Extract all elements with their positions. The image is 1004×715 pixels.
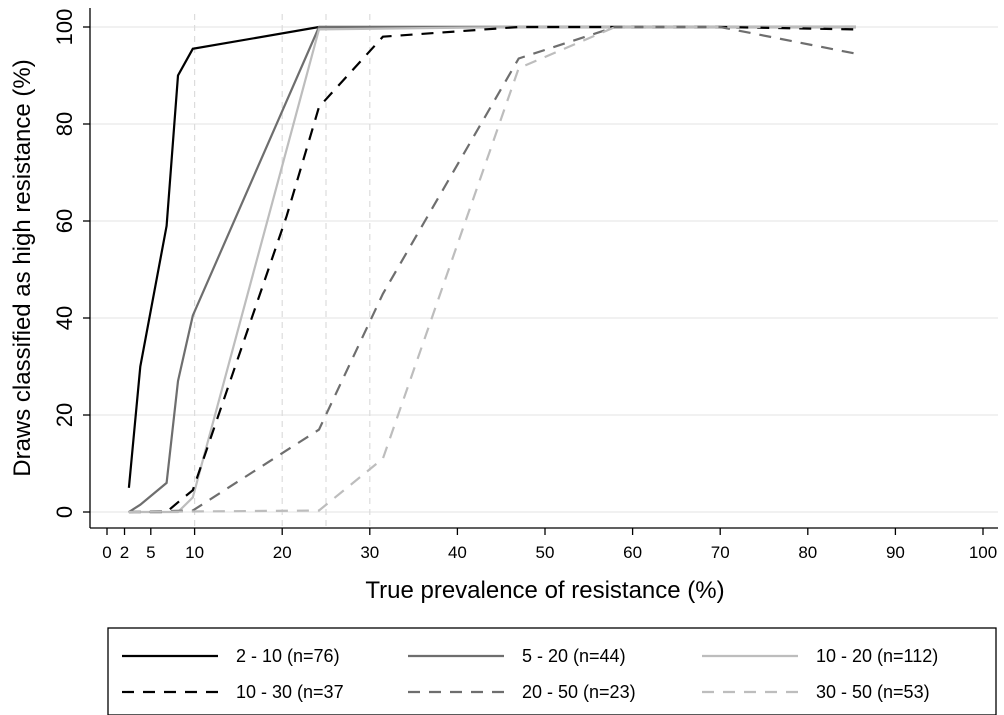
- y-tick-label-80: 80: [52, 112, 77, 136]
- series-lines: [127, 25, 857, 514]
- legend-box: [107, 627, 997, 715]
- series-line-3: [128, 25, 856, 514]
- reference-lines: [194, 14, 371, 528]
- series-line-5: [128, 25, 857, 514]
- x-tick-label-2: 2: [120, 543, 129, 562]
- legend-label-2: 5 - 20 (n=44): [522, 646, 626, 666]
- y-tick-label-100: 100: [52, 9, 77, 46]
- grid-lines: [90, 26, 998, 513]
- series-line-2: [128, 25, 856, 513]
- x-tick-label-5: 5: [146, 543, 155, 562]
- legend-label-6: 30 - 50 (n=53): [816, 682, 930, 702]
- legend-label-3: 10 - 20 (n=112): [816, 646, 938, 666]
- series-line-4: [128, 25, 857, 514]
- x-tick-label-90: 90: [886, 543, 905, 562]
- legend-label-5: 20 - 50 (n=23): [522, 682, 636, 702]
- x-tick-label-100: 100: [969, 543, 997, 562]
- y-axis-title: Draws classified as high resistance (%): [9, 59, 36, 476]
- x-axis-title: True prevalence of resistance (%): [365, 577, 724, 604]
- y-tick-label-0: 0: [52, 506, 77, 518]
- x-tick-label-40: 40: [448, 543, 467, 562]
- x-tick-label-60: 60: [623, 543, 642, 562]
- x-tick-label-50: 50: [536, 543, 555, 562]
- series-line-6: [128, 25, 856, 514]
- x-tick-label-70: 70: [711, 543, 730, 562]
- y-tick-label-40: 40: [52, 306, 77, 330]
- x-tick-label-0: 0: [102, 543, 111, 562]
- x-tick-label-80: 80: [798, 543, 817, 562]
- y-tick-label-60: 60: [52, 209, 77, 233]
- legend-label-1: 2 - 10 (n=76): [236, 646, 340, 666]
- y-tick-label-20: 20: [52, 403, 77, 427]
- legend: 2 - 10 (n=76) 5 - 20 (n=44) 10 - 20 (n=112…: [107, 627, 997, 715]
- x-tick-label-10: 10: [185, 543, 204, 562]
- x-tick-label-20: 20: [273, 543, 292, 562]
- series-line-1: [127, 25, 856, 488]
- x-tick-label-30: 30: [360, 543, 379, 562]
- legend-label-4: 10 - 30 (n=37: [236, 682, 344, 702]
